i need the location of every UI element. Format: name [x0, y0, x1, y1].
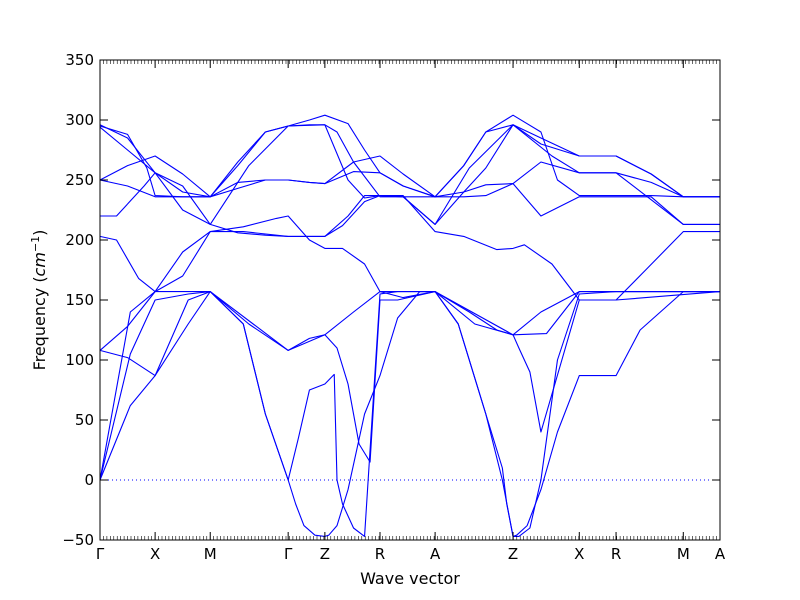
- x-tick-label-1: X: [150, 545, 160, 563]
- y-axis-title-close: ): [30, 230, 49, 236]
- y-axis-title-unit: cm: [30, 252, 49, 276]
- plot-area: −50 0 50 100 150 200 250 300 350 Γ X M Γ Z R A Z X R M A: [62, 51, 726, 563]
- y-tick-label-4: 150: [65, 291, 94, 309]
- x-tick-label-10: M: [677, 545, 690, 563]
- x-tick-label-8: X: [574, 545, 584, 563]
- band-line-4: [99, 291, 720, 377]
- y-tick-label-0: −50: [62, 531, 94, 549]
- x-tick-label-7: Z: [508, 545, 518, 563]
- x-tick-label-2: M: [204, 545, 217, 563]
- x-tick-label-0: Γ: [96, 545, 105, 563]
- band-line-1: [99, 291, 720, 537]
- y-tick-label-5: 200: [65, 231, 94, 249]
- y-tick-label-3: 100: [65, 351, 94, 369]
- band-line-10: [99, 124, 720, 199]
- y-tick-label-7: 300: [65, 111, 94, 129]
- y-tick-label-6: 250: [65, 171, 94, 189]
- plot-frame: [99, 59, 721, 541]
- x-tick-label-11: A: [715, 545, 726, 563]
- y-axis-title-text: Frequency (: [30, 276, 49, 370]
- band-line-12: [99, 124, 720, 225]
- x-tick-label-9: R: [611, 545, 621, 563]
- y-axis-title-exponent: −1: [29, 236, 42, 252]
- x-tick-label-3: Γ: [284, 545, 293, 563]
- x-tick-label-6: A: [430, 545, 441, 563]
- y-axis-title: Frequency (cm−1): [29, 230, 49, 371]
- band-line-6: [99, 195, 720, 301]
- band-line-2: [99, 291, 720, 537]
- band-line-11: [99, 114, 720, 198]
- y-tick-label-2: 50: [75, 411, 94, 429]
- band-line-3: [99, 291, 721, 481]
- x-tick-label-4: Z: [320, 545, 330, 563]
- band-line-5: [99, 215, 720, 351]
- x-axis-title: Wave vector: [360, 569, 460, 588]
- x-tick-label-5: R: [375, 545, 385, 563]
- band-line-9: [99, 124, 720, 198]
- band-line-7: [100, 172, 720, 237]
- y-tick-label-8: 350: [65, 51, 94, 69]
- y-tick-label-1: 0: [84, 471, 94, 489]
